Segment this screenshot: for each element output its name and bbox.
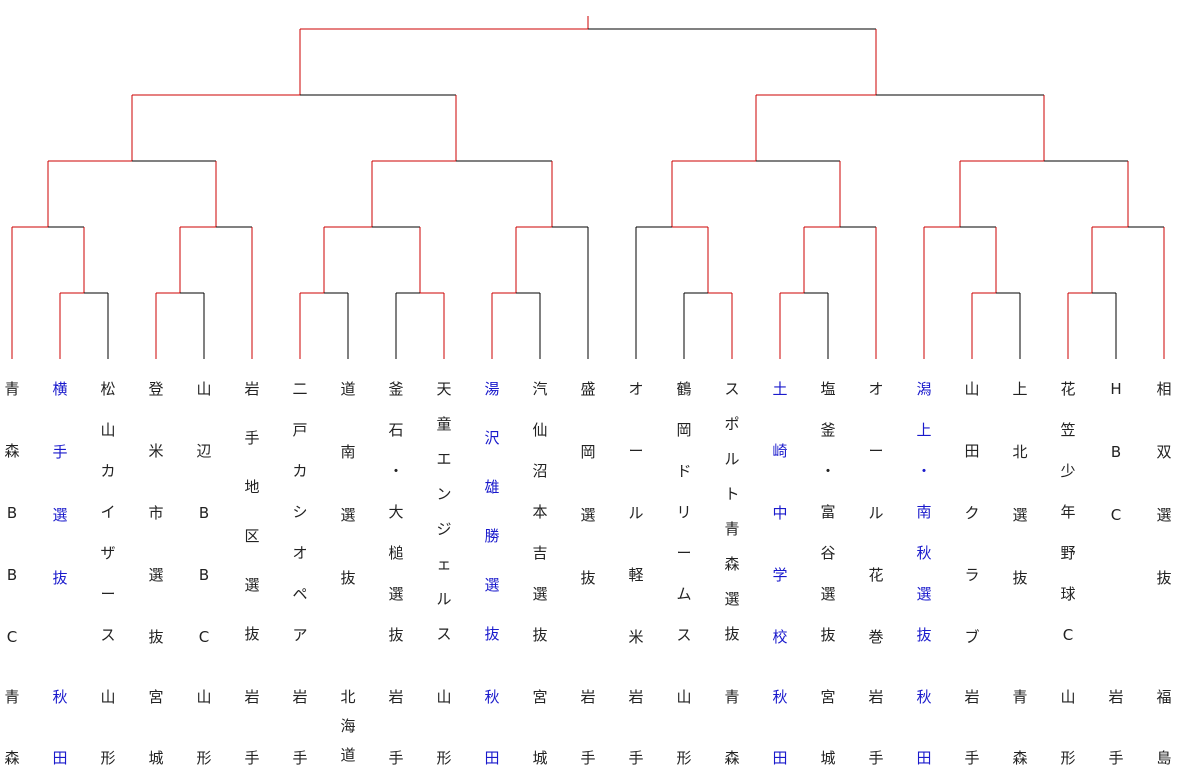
team-prefecture: 宮城 — [820, 688, 836, 767]
team-name: 釜石・大槌選抜 — [388, 380, 404, 644]
team-prefecture: 北海道 — [340, 688, 356, 764]
team-name: オール軽米 — [628, 380, 644, 646]
team-name: 二戸カシオペア — [292, 380, 308, 644]
team-name: スポルト青森選抜 — [724, 380, 740, 643]
team-name: 相双選抜 — [1156, 380, 1172, 587]
team-prefecture: 岩手 — [628, 688, 644, 767]
team-name: 松山カイザース — [100, 380, 116, 644]
team-prefecture: 青森 — [724, 688, 740, 767]
team-prefecture: 岩手 — [388, 688, 404, 767]
team-name: 潟上・南秋選抜 — [916, 380, 932, 644]
team-name: 汽仙沼本吉選抜 — [532, 380, 548, 644]
team-name: 登米市選抜 — [148, 380, 164, 646]
team-prefecture: 岩手 — [244, 688, 260, 767]
team-prefecture: 宮城 — [532, 688, 548, 767]
team-name: 横手選抜 — [52, 380, 68, 587]
team-prefecture: 岩手 — [292, 688, 308, 767]
team-name: 山田クラブ — [964, 380, 980, 646]
team-prefecture: 山形 — [100, 688, 116, 767]
team-prefecture: 山形 — [1060, 688, 1076, 767]
team-prefecture: 青森 — [4, 688, 20, 767]
team-prefecture: 岩手 — [868, 688, 884, 767]
team-prefecture: 岩手 — [580, 688, 596, 767]
team-name: 塩釜・富谷選抜 — [820, 380, 836, 644]
team-name: 土崎中学校 — [772, 380, 788, 646]
team-name: オール花巻 — [868, 380, 884, 646]
team-prefecture: 山形 — [196, 688, 212, 767]
team-prefecture: 青森 — [1012, 688, 1028, 767]
team-prefecture: 山形 — [676, 688, 692, 767]
team-name: 盛岡選抜 — [580, 380, 596, 587]
team-name: 鶴岡ドリームス — [676, 380, 692, 644]
team-prefecture: 秋田 — [484, 688, 500, 767]
team-prefecture: 秋田 — [52, 688, 68, 767]
team-prefecture: 宮城 — [148, 688, 164, 767]
team-prefecture: 福島 — [1156, 688, 1172, 767]
team-prefecture: 秋田 — [772, 688, 788, 767]
team-prefecture: 秋田 — [916, 688, 932, 767]
team-prefecture: 山形 — [436, 688, 452, 767]
team-name: 道南選抜 — [340, 380, 356, 587]
team-name: 天童エンジェルス — [436, 380, 452, 643]
team-prefecture: 岩手 — [964, 688, 980, 767]
team-name: 岩手地区選抜 — [244, 380, 260, 643]
team-name: 湯沢雄勝選抜 — [484, 380, 500, 643]
team-name: 上北選抜 — [1012, 380, 1028, 587]
team-prefecture: 岩手 — [1108, 688, 1124, 767]
